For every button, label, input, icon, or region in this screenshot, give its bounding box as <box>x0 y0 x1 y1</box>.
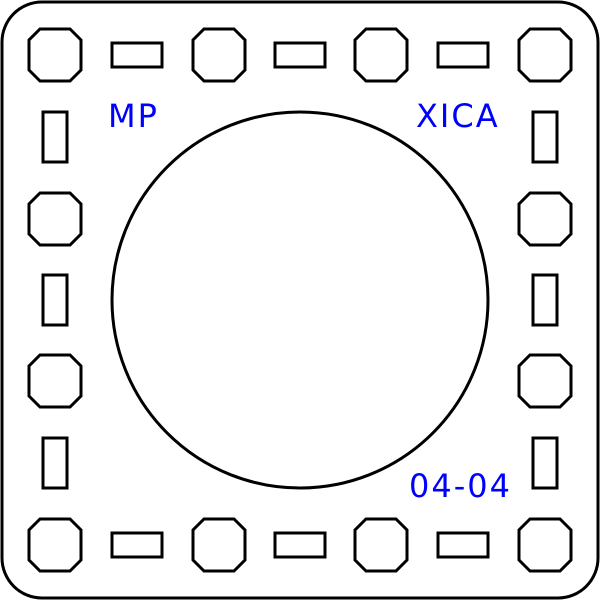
label-top-right: XICA <box>416 97 500 135</box>
slot-rectangle <box>531 436 559 490</box>
slot-rectangle <box>436 41 490 69</box>
bolt-hole-octagon <box>517 353 573 409</box>
bolt-hole-octagon <box>27 27 83 83</box>
center-opening <box>110 110 490 490</box>
bolt-hole-octagon <box>353 517 409 573</box>
bolt-hole-octagon <box>517 27 573 83</box>
slot-group <box>41 41 559 559</box>
bolt-hole-octagon <box>27 353 83 409</box>
slot-rectangle <box>436 531 490 559</box>
slot-rectangle <box>41 436 69 490</box>
bolt-hole-octagon <box>191 27 247 83</box>
slot-rectangle <box>273 41 327 69</box>
bolt-hole-octagon <box>353 27 409 83</box>
slot-rectangle <box>273 531 327 559</box>
bolt-hole-octagon <box>27 517 83 573</box>
label-bottom-right: 04-04 <box>409 467 512 505</box>
slot-rectangle <box>531 273 559 327</box>
bolt-hole-octagon <box>517 517 573 573</box>
bolt-hole-octagon <box>517 191 573 247</box>
slot-rectangle <box>110 41 164 69</box>
bolt-hole-group <box>27 27 573 573</box>
slot-rectangle <box>41 110 69 164</box>
bolt-hole-octagon <box>191 517 247 573</box>
slot-rectangle <box>41 273 69 327</box>
slot-rectangle <box>110 531 164 559</box>
label-top-left: MP <box>108 97 159 135</box>
bolt-hole-octagon <box>27 191 83 247</box>
slot-rectangle <box>531 110 559 164</box>
